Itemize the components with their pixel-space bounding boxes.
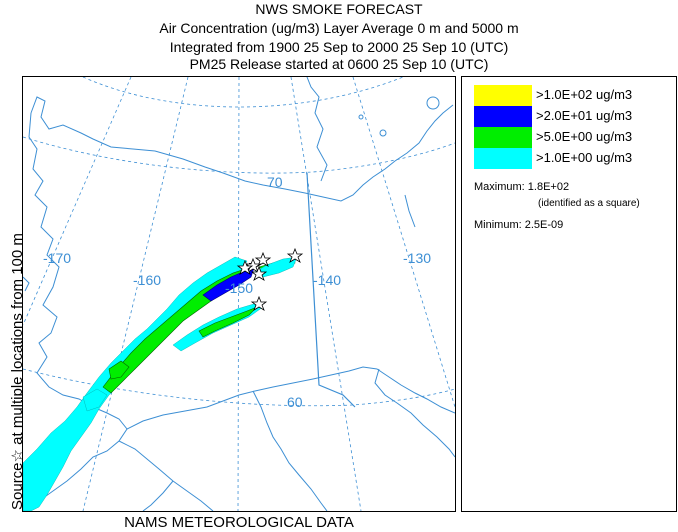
map-panel: -170 -160 -150 -140 -130 70 60 <box>22 76 456 512</box>
smoke-plumes <box>23 257 297 511</box>
lon-label-130: -130 <box>403 250 431 266</box>
forecast-title: NWS SMOKE FORECAST <box>0 1 678 17</box>
legend-swatch-green <box>474 127 532 148</box>
plume-green-south <box>199 307 257 337</box>
release-info: PM25 Release started at 0600 25 Sep 10 (… <box>0 56 678 72</box>
maximum-value: Maximum: 1.8E+02 <box>474 181 569 193</box>
lat-label-70: 70 <box>267 174 283 190</box>
legend-swatch-cyan <box>474 148 532 169</box>
legend-label-1: >2.0E+01 ug/m3 <box>536 108 632 123</box>
legend-panel: >1.0E+02 ug/m3 >2.0E+01 ug/m3 >5.0E+00 u… <box>461 76 677 512</box>
legend-swatch-blue <box>474 106 532 127</box>
smoke-map: -170 -160 -150 -140 -130 70 60 <box>23 77 455 511</box>
legend-label-0: >1.0E+02 ug/m3 <box>536 87 632 102</box>
lon-label-150: -150 <box>225 280 253 296</box>
longitude-line-140 <box>291 77 361 511</box>
longitude-line-130 <box>353 77 455 407</box>
lat-label-60: 60 <box>287 394 303 410</box>
lon-label-140: -140 <box>313 272 341 288</box>
maximum-note: (identified as a square) <box>538 198 640 209</box>
concentration-subtitle: Air Concentration (ug/m3) Layer Average … <box>0 20 678 36</box>
legend-label-2: >5.0E+00 ug/m3 <box>536 129 632 144</box>
longitude-line-170 <box>23 77 131 325</box>
integration-period: Integrated from 1900 25 Sep to 2000 25 S… <box>0 39 678 55</box>
arctic-curve <box>83 77 403 107</box>
border-line <box>307 173 355 407</box>
footer-label: NAMS METEOROLOGICAL DATA <box>22 514 456 531</box>
lon-label-170: -170 <box>43 250 71 266</box>
legend-swatch-yellow <box>474 85 532 106</box>
minimum-value: Minimum: 2.5E-09 <box>474 219 563 231</box>
legend-label-3: >1.0E+00 ug/m3 <box>536 150 632 165</box>
lon-label-160: -160 <box>133 272 161 288</box>
